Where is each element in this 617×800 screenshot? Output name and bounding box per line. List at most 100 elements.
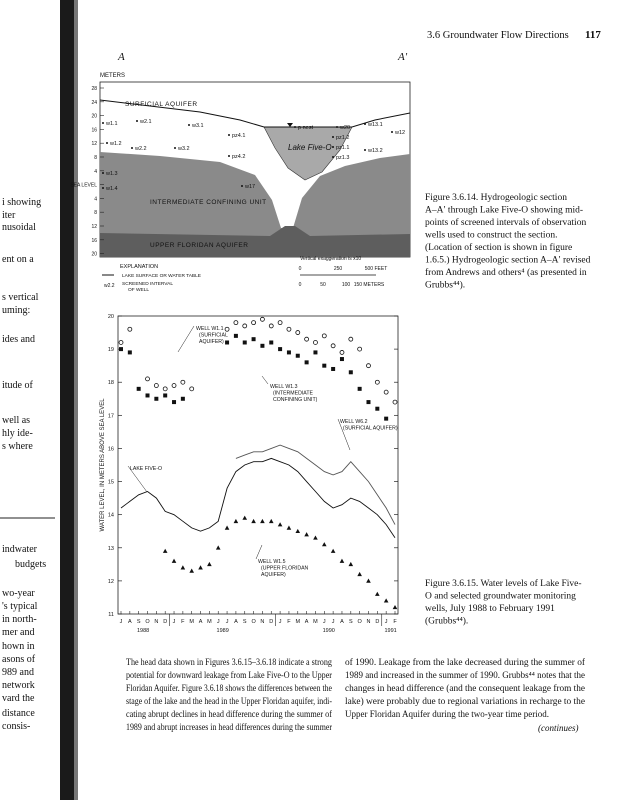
margin-fragment: hown in (2, 641, 35, 652)
caption-line: (Grubbs⁴⁴). (425, 616, 468, 627)
point-triangle (224, 525, 230, 530)
y-tick-label: 16 (108, 446, 114, 452)
unit-label: INTERMEDIATE CONFINING UNIT (150, 199, 267, 206)
point-circle (304, 336, 310, 342)
year-label: 1990 (323, 628, 335, 634)
annotation-leader (255, 544, 263, 560)
x-tick-label: J (323, 619, 326, 625)
section-axis-tick: 8 (94, 210, 97, 216)
point-circle (392, 399, 398, 405)
point-triangle (383, 598, 389, 603)
margin-fragment: hly ide- (2, 428, 33, 439)
well-marker (106, 142, 108, 144)
x-tick-label: S (137, 619, 141, 625)
point-square (269, 340, 274, 345)
margin-fragment: s where (2, 441, 33, 452)
point-circle (268, 323, 274, 329)
point-triangle (171, 558, 177, 563)
point-triangle (198, 565, 203, 570)
spine-shadow (74, 0, 78, 800)
y-tick-label: 13 (108, 546, 114, 552)
section-axis-tick: SEA LEVEL (70, 183, 97, 189)
point-triangle (215, 545, 221, 550)
point-triangle (339, 558, 345, 563)
y-tick-label: 19 (108, 347, 114, 353)
well-label: w3.1 (191, 123, 204, 129)
annotation-text: (UPPER FLORIDAN (261, 566, 309, 572)
body-line: Floridan Aquifer. Figure 3.6.18 shows th… (126, 683, 332, 693)
section-axis-tick: 4 (94, 196, 97, 202)
x-tick-label: J (279, 619, 282, 625)
point-triangle (286, 525, 292, 530)
legend-label: OF WELL (128, 287, 149, 293)
x-tick-label: F (393, 619, 397, 625)
body-line: The head data shown in Figures 3.6.15–3.… (126, 657, 332, 667)
margin-fragment: distance (2, 708, 35, 719)
x-tick-label: O (358, 619, 363, 625)
body-line: 1989 and increased in the summer of 1990… (345, 670, 585, 680)
scale-label: 0 (299, 282, 302, 288)
x-tick-label: M (207, 619, 212, 625)
point-square (286, 350, 291, 355)
point-square (331, 366, 336, 371)
well-marker (174, 147, 176, 149)
point-square (339, 357, 344, 362)
well-marker (228, 134, 230, 136)
point-circle (145, 376, 150, 382)
point-circle (383, 389, 389, 395)
body-line: stage of the lake and the head in the Up… (126, 696, 332, 706)
scale-label: 50 (320, 282, 326, 288)
x-tick-label: N (154, 619, 158, 625)
well-label: pz1.2 (336, 135, 349, 141)
point-triangle (348, 561, 354, 567)
well-marker (332, 146, 334, 148)
well-marker (228, 155, 230, 157)
section-axis-tick: 12 (91, 224, 97, 230)
x-tick-label: A (234, 619, 238, 625)
point-circle (118, 340, 124, 345)
x-tick-label: A (199, 619, 203, 625)
point-triangle (268, 518, 274, 524)
well-marker (332, 156, 334, 158)
section-axis-tick: 16 (91, 238, 97, 244)
margin-fragment: uming: (2, 305, 30, 316)
margin-fragment: vard the (2, 693, 35, 704)
annotation-text: WELL W1.1 (196, 326, 224, 332)
body-line: lake) were probably due to regional vari… (345, 696, 585, 706)
annotation-text: (SURFICIAL (199, 333, 228, 339)
point-triangle (189, 568, 195, 573)
point-triangle (313, 535, 318, 540)
well-marker (241, 185, 243, 187)
point-square (145, 393, 150, 398)
margin-fragment: 989 and (2, 667, 34, 678)
margin-fragment: indwater (2, 544, 38, 555)
point-square (242, 340, 247, 345)
section-end-label: A (117, 51, 125, 63)
point-circle (171, 383, 177, 388)
y-tick-label: 17 (108, 413, 114, 419)
well-marker (188, 124, 190, 126)
well-label: w12 (394, 130, 405, 136)
point-square (357, 386, 362, 391)
point-square (295, 353, 300, 358)
margin-fragment: mer and (2, 627, 35, 638)
x-tick-label: J (120, 619, 123, 625)
point-circle (357, 346, 363, 352)
x-tick-label: M (313, 619, 318, 625)
annotation-text: (INTERMEDIATE (273, 391, 314, 397)
section-diagram (99, 81, 411, 258)
point-circle (242, 323, 248, 329)
point-circle (260, 316, 265, 322)
water-table-symbol (287, 123, 293, 127)
well-marker (336, 126, 338, 128)
point-square (172, 400, 177, 405)
point-circle (286, 326, 292, 332)
point-square (233, 333, 238, 338)
well-label: w1.1 (105, 121, 118, 127)
point-circle (330, 343, 336, 349)
section-end-label: A′ (397, 51, 408, 63)
lake (263, 126, 353, 181)
y-tick-label: 18 (108, 380, 114, 386)
point-circle (251, 320, 256, 326)
